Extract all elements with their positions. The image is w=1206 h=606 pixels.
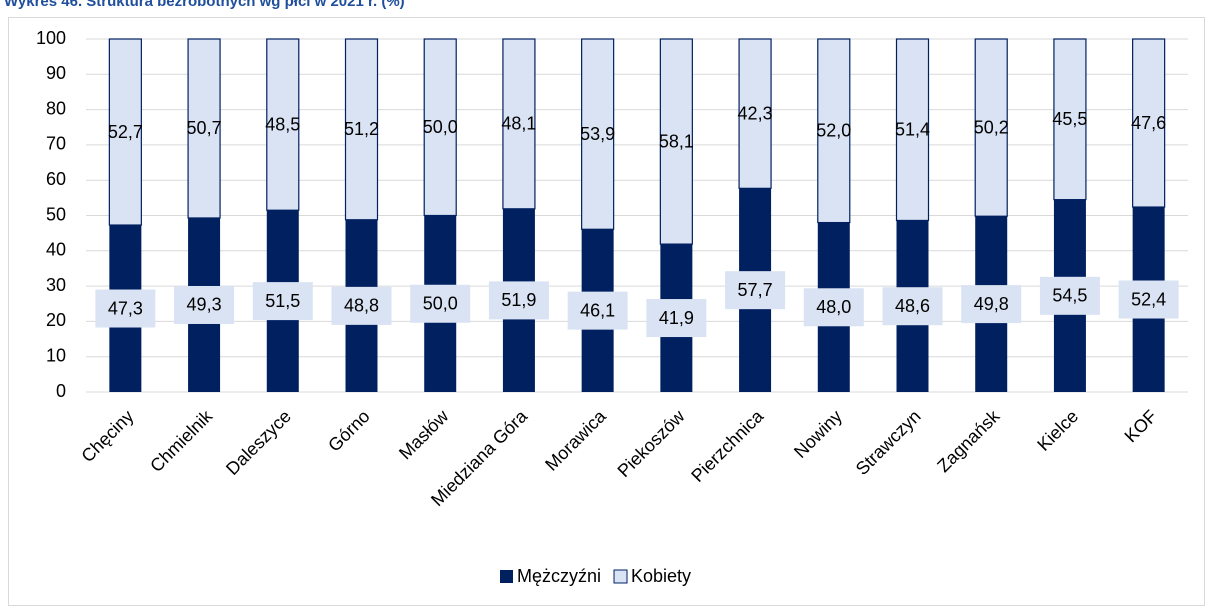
x-tick-label: Górno (324, 406, 374, 456)
data-label: 48,6 (895, 296, 930, 316)
x-tick-label: Chmielnik (146, 405, 217, 476)
data-label: 48,5 (265, 114, 300, 134)
bar-segment (817, 38, 851, 224)
legend-label: Kobiety (631, 566, 691, 586)
data-label-box (882, 287, 943, 326)
data-label: 48,0 (816, 297, 851, 317)
data-label: 50,7 (187, 118, 222, 138)
data-label-box (488, 281, 549, 320)
y-tick-label: 80 (46, 98, 66, 118)
data-label-box (803, 288, 864, 327)
data-label: 51,4 (895, 119, 930, 139)
bar-segment (581, 38, 615, 230)
x-tick-label: Morawica (541, 405, 610, 474)
y-tick-label: 70 (46, 134, 66, 154)
data-label: 54,5 (1052, 286, 1087, 306)
y-tick-label: 40 (46, 240, 66, 260)
data-label: 50,0 (423, 294, 458, 314)
y-tick-label: 100 (36, 28, 66, 48)
x-tick-label: KOF (1121, 406, 1161, 446)
data-label: 41,9 (659, 308, 694, 328)
bar-segment (423, 38, 457, 217)
data-label-box (1039, 276, 1100, 315)
y-tick-label: 0 (56, 381, 66, 401)
x-tick-label: Masłów (395, 405, 453, 463)
bar-segment (266, 38, 300, 211)
y-tick-label: 60 (46, 169, 66, 189)
data-label: 52,7 (108, 122, 143, 142)
chart-title: Wykres 46. Struktura bezrobotnych wg płc… (4, 0, 405, 10)
data-label: 48,1 (501, 114, 536, 134)
x-tick-label: Chęciny (77, 406, 137, 466)
bar-segment (738, 38, 772, 189)
data-label: 45,5 (1052, 109, 1087, 129)
bar-segment (1053, 38, 1087, 201)
bar-segment (1132, 38, 1166, 208)
data-label: 51,5 (265, 291, 300, 311)
data-label-box (410, 284, 471, 323)
data-label: 51,9 (501, 290, 536, 310)
y-tick-label: 50 (46, 204, 66, 224)
data-label: 48,8 (344, 296, 379, 316)
data-label: 47,6 (1131, 113, 1166, 133)
y-tick-label: 90 (46, 63, 66, 83)
data-label: 47,3 (108, 298, 143, 318)
data-label: 51,2 (344, 119, 379, 139)
bar-segment (974, 38, 1008, 217)
data-label: 52,4 (1131, 289, 1166, 309)
bar-segment (659, 38, 693, 245)
x-tick-label: Nowiny (790, 406, 846, 462)
bar-segment (344, 38, 379, 221)
data-label: 49,3 (187, 295, 222, 315)
data-label-box (1118, 280, 1179, 319)
data-label-box (95, 289, 156, 328)
bar-segment (187, 38, 221, 219)
data-label-box (725, 271, 786, 310)
x-tick-label: Zagnańsk (933, 405, 1004, 476)
data-label-box (961, 285, 1022, 324)
data-label-box (174, 285, 235, 324)
x-tick-label: Strawczyn (852, 406, 925, 479)
data-label: 57,7 (738, 280, 773, 300)
y-tick-label: 30 (46, 275, 66, 295)
data-label: 50,2 (974, 117, 1009, 137)
data-label: 46,1 (580, 300, 615, 320)
x-tick-label: Daleszyce (222, 406, 295, 479)
data-label: 52,0 (816, 121, 851, 141)
x-tick-label: Pierzchnica (687, 405, 768, 486)
data-label: 58,1 (659, 131, 694, 151)
data-label: 42,3 (738, 103, 773, 123)
legend-swatch (613, 569, 628, 584)
x-tick-label: Kielce (1033, 406, 1082, 455)
x-tick-label: Piekoszów (614, 405, 690, 481)
data-label: 53,9 (580, 124, 615, 144)
legend-label: Mężczyźni (517, 566, 601, 586)
y-tick-label: 10 (46, 345, 66, 365)
data-label-box (567, 291, 628, 330)
data-label-box (646, 299, 707, 338)
data-label-box (252, 282, 313, 321)
bar-segment (108, 38, 142, 226)
bar-segment (502, 38, 536, 210)
data-label: 49,8 (974, 294, 1009, 314)
legend-swatch (500, 570, 513, 583)
bar-segment (895, 38, 930, 222)
data-label: 50,0 (423, 117, 458, 137)
data-label-box (331, 286, 392, 325)
y-tick-label: 20 (46, 310, 66, 330)
